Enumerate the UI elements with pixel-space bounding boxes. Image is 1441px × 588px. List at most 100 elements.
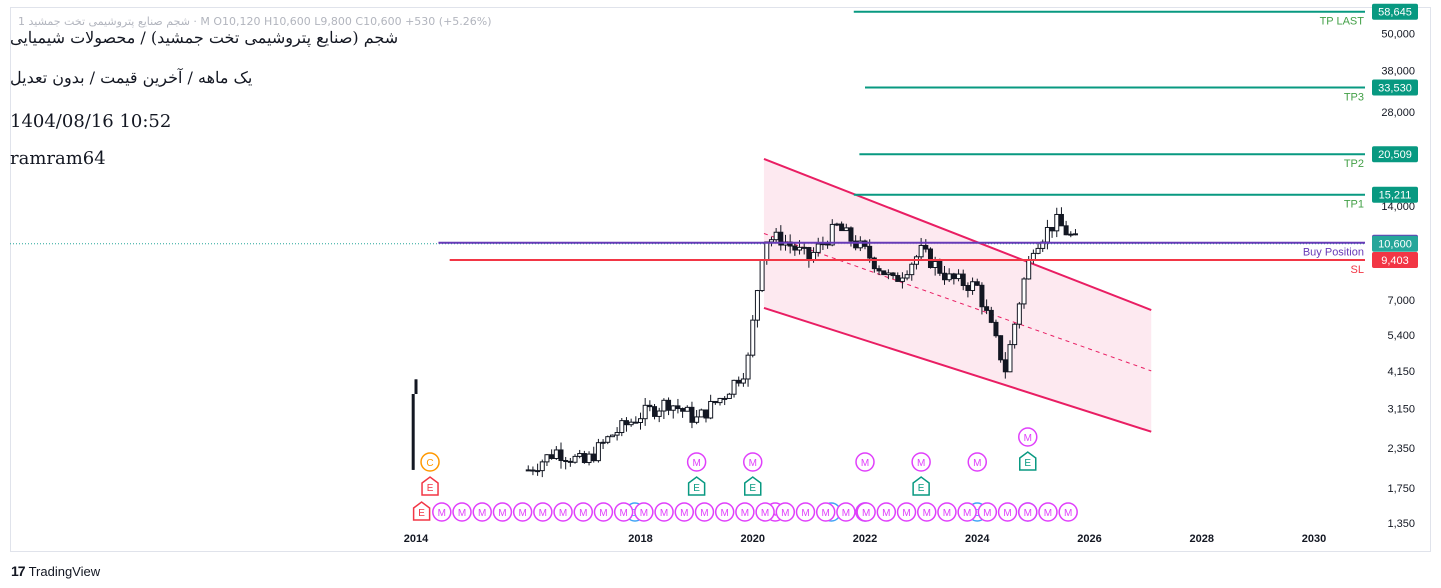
chart-author: ramram64 <box>10 148 106 169</box>
candle-body <box>726 393 732 399</box>
level-name: TP LAST <box>1320 16 1365 28</box>
candle-body <box>750 319 756 356</box>
candle-body <box>572 455 578 463</box>
event-marker-e: E <box>1019 451 1037 471</box>
event-marker-m: M <box>613 502 634 522</box>
event-letter: M <box>721 508 729 519</box>
event-letter: M <box>917 458 925 469</box>
candle-body <box>848 227 854 242</box>
event-letter: M <box>579 508 587 519</box>
event-letter: M <box>438 508 446 519</box>
event-letter: M <box>660 508 668 519</box>
event-marker-m: M <box>432 502 452 522</box>
event-marker-m: M <box>686 452 707 472</box>
candle-body <box>797 246 803 251</box>
event-letter: M <box>801 508 809 519</box>
event-circle <box>775 502 796 522</box>
event-letter: M <box>741 508 749 519</box>
event-letter: E <box>427 483 434 494</box>
event-circle <box>1018 427 1038 447</box>
level-price-badge <box>1372 186 1418 203</box>
x-tick-label: 2030 <box>1302 533 1326 545</box>
event-marker-m: M <box>896 502 917 522</box>
event-letter: M <box>498 508 506 519</box>
event-letter: M <box>518 508 526 519</box>
event-marker-m: M <box>855 452 875 472</box>
chart-subtitle: یک ماهه / آخرین قیمت / بدون تعدیل <box>10 68 253 87</box>
event-letter: M <box>862 508 870 519</box>
candle-body <box>960 273 966 287</box>
x-tick-label: 2024 <box>965 533 990 545</box>
candle-body <box>736 379 742 384</box>
candle-body <box>895 275 901 282</box>
event-circle <box>836 502 856 522</box>
event-marker-m: M <box>593 502 614 522</box>
event-marker-m: M <box>977 502 998 522</box>
event-letter: M <box>1044 508 1052 519</box>
candle-body <box>965 285 971 291</box>
candle-body <box>740 378 746 384</box>
event-marker-e: E <box>687 476 706 496</box>
candle-body <box>614 432 620 436</box>
event-marker-m: M <box>573 502 594 522</box>
earnings-shape <box>744 476 762 496</box>
event-circle <box>977 502 998 522</box>
candle-body <box>698 409 704 418</box>
event-circle <box>686 452 707 472</box>
event-marker-m: M <box>957 502 977 522</box>
candle-body <box>998 335 1004 361</box>
earnings-shape <box>421 476 439 496</box>
candle-body <box>1016 303 1022 325</box>
level-price-label: 20,509 <box>1378 149 1412 161</box>
event-circle <box>957 502 977 522</box>
event-circle <box>573 502 594 522</box>
candle-body <box>988 309 994 323</box>
event-marker-m: M <box>743 452 763 472</box>
candle-body <box>927 248 933 269</box>
event-circle <box>634 502 654 522</box>
event-circle <box>694 502 715 522</box>
candle-body <box>1012 323 1018 346</box>
candle-body <box>1026 259 1032 280</box>
y-tick-label: 28,000 <box>1381 107 1415 119</box>
event-marker-m: M <box>1018 427 1038 447</box>
event-marker-m: M <box>634 502 654 522</box>
event-letter: M <box>692 458 700 469</box>
event-marker-m: M <box>967 452 987 472</box>
event-marker-m: M <box>795 502 816 522</box>
candle-body <box>932 260 938 269</box>
level-name: SL <box>1351 264 1364 276</box>
event-letter: M <box>640 508 648 519</box>
event-marker-m: M <box>775 502 796 522</box>
event-circle <box>916 502 937 522</box>
candle-body <box>843 227 849 232</box>
candle-body <box>567 460 573 463</box>
event-circle <box>1058 502 1078 522</box>
event-letter: M <box>882 508 890 519</box>
event-circle <box>795 502 816 522</box>
candle-body <box>754 290 760 321</box>
candle-body <box>890 272 896 277</box>
candle-body <box>712 400 718 404</box>
candle-body <box>689 406 695 423</box>
earnings-shape <box>912 476 930 496</box>
event-marker-m: M <box>911 452 931 472</box>
event-letter: E <box>418 508 425 519</box>
level-name: TP3 <box>1344 92 1364 104</box>
level-price-badge <box>1372 79 1418 96</box>
event-letter: M <box>1003 508 1011 519</box>
candle-body <box>708 400 714 419</box>
event-circle <box>755 502 775 522</box>
candle-body <box>1063 225 1069 236</box>
candle-body <box>1007 344 1013 373</box>
last-price-label: 10,600 <box>1378 239 1412 251</box>
tradingview-brand[interactable]: 17 TradingView <box>11 563 100 579</box>
candle-body <box>857 240 863 249</box>
y-tick-label: 14,000 <box>1381 201 1415 213</box>
candle-body <box>638 418 643 423</box>
candle-body <box>974 281 980 286</box>
chart-datetime: 1404/08/16 10:52 <box>10 111 172 132</box>
event-marker-m: M <box>1018 502 1038 522</box>
candle-body <box>839 223 845 232</box>
